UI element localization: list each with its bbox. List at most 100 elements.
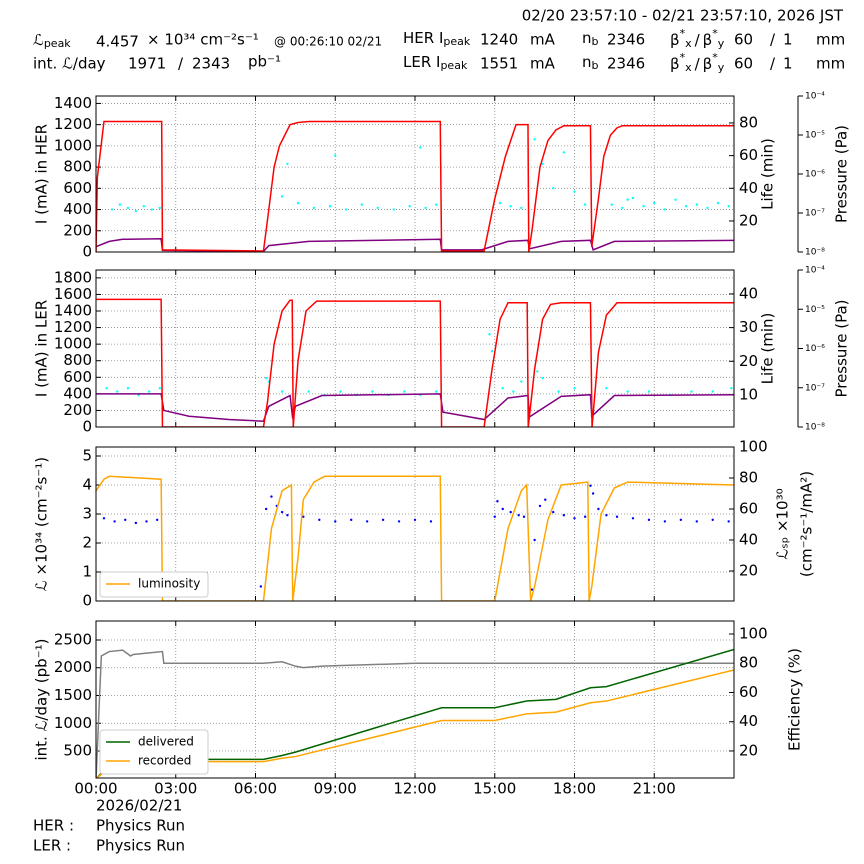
point [126, 206, 130, 210]
point [501, 507, 504, 511]
point [621, 206, 624, 210]
period: 02/20 23:57:10 - 02/21 23:57:10, 2026 JS… [522, 7, 844, 25]
point [557, 390, 560, 393]
point [280, 510, 284, 514]
y3-tick-label: 10⁻⁴ [805, 266, 825, 276]
beta-x: 60 [734, 55, 753, 73]
legend-label: luminosity [138, 577, 200, 591]
y2-tick-label: 20 [739, 741, 758, 759]
point [520, 206, 523, 210]
y-tick-label: 400 [63, 384, 92, 402]
point [264, 507, 268, 511]
point [264, 376, 268, 380]
y3-tick-label: 10⁻⁸ [805, 423, 825, 433]
int-unit: pb⁻¹ [248, 53, 281, 71]
int-sep: / [178, 55, 184, 73]
sub: x [685, 37, 692, 50]
point [413, 518, 417, 522]
beta: β [703, 55, 713, 73]
y2-tick-label: 40 [739, 531, 758, 549]
current-value: 1240 [480, 31, 518, 49]
plot-frame [95, 269, 735, 428]
point [296, 201, 300, 205]
y-tick-label: 2500 [54, 630, 92, 648]
line [96, 298, 734, 427]
ring-label: LER Ipeak [403, 53, 468, 73]
point [512, 390, 515, 393]
point [653, 201, 656, 205]
nb: n [582, 53, 592, 71]
point [591, 492, 595, 495]
y-tick-label: 600 [63, 368, 92, 386]
x-tick-label: 03:00 [154, 780, 197, 798]
x-tick-label: 21:00 [633, 780, 676, 798]
y-tick-label: 1400 [54, 94, 92, 112]
y2-tick-label: 20 [739, 211, 758, 229]
point [541, 376, 544, 380]
y-tick-label: 600 [63, 179, 92, 197]
y-tick-label: 800 [63, 158, 92, 176]
point [435, 390, 438, 393]
y-tick-label: 0 [82, 243, 92, 261]
point [610, 203, 613, 206]
line [96, 393, 734, 422]
x-tick-label: 12:00 [393, 780, 436, 798]
point [533, 138, 536, 141]
beta-x: 60 [734, 31, 753, 49]
point [663, 208, 667, 211]
point [509, 205, 512, 208]
y2-axis-label: Life (min) [759, 313, 777, 385]
point [155, 518, 159, 522]
y-tick-label: 1400 [54, 302, 92, 320]
point [365, 520, 369, 523]
y-tick-label: 1000 [54, 714, 92, 732]
point [706, 206, 709, 210]
sup: * [712, 51, 718, 64]
header-row-1: ℒpeak 4.457 × 10³⁴ cm⁻²s⁻¹ @ 00:26:10 02… [33, 27, 845, 51]
int-recorded: 2343 [192, 55, 230, 73]
point [544, 498, 547, 501]
point [286, 162, 289, 165]
y2-tick-label: 60 [739, 146, 758, 164]
point [647, 390, 651, 393]
beta-y: 1 [783, 55, 793, 73]
y-tick-label: 200 [63, 401, 92, 419]
y-tick-label: 1200 [54, 115, 92, 133]
point [663, 520, 667, 523]
y-tick-label: 1 [82, 562, 92, 580]
point [583, 203, 587, 206]
plot-area [96, 120, 734, 252]
y-tick-label: 1000 [54, 136, 92, 154]
symbol: ℒ [33, 31, 44, 49]
header-row-2: int. ℒ/day 1971 / 2343 pb⁻¹ LER Ipeak 15… [33, 51, 845, 74]
point [626, 198, 629, 201]
beta-sep: / [770, 31, 776, 49]
point [302, 515, 305, 518]
y2-tick-label: 60 [739, 500, 758, 518]
point [711, 518, 714, 522]
y2-tick-label: 40 [739, 712, 758, 730]
current-unit: mA [530, 31, 556, 49]
y2-axis-label: ℒₛₚ ×10³⁰ [774, 488, 792, 559]
y2-tick-label: 40 [739, 284, 758, 302]
point [538, 504, 542, 508]
point [397, 520, 401, 523]
point [280, 390, 284, 393]
y2-tick-label: 80 [739, 469, 758, 487]
point [493, 515, 496, 518]
subscript: b [592, 59, 599, 72]
point [498, 201, 502, 205]
point [403, 390, 406, 393]
bunch-label: nb [582, 29, 599, 49]
y3-tick-label: 10⁻⁷ [805, 209, 825, 219]
y2-tick-label: 20 [739, 562, 758, 580]
legend-box [99, 571, 209, 598]
point [541, 162, 544, 165]
beta-label: β*x / β*y [670, 51, 725, 74]
sup: * [712, 27, 718, 40]
y3-tick-label: 10⁻⁸ [805, 248, 825, 258]
y-tick-label: 5 [82, 446, 92, 464]
y-tick-label: 400 [63, 200, 92, 218]
y-tick-label: 3 [82, 504, 92, 522]
